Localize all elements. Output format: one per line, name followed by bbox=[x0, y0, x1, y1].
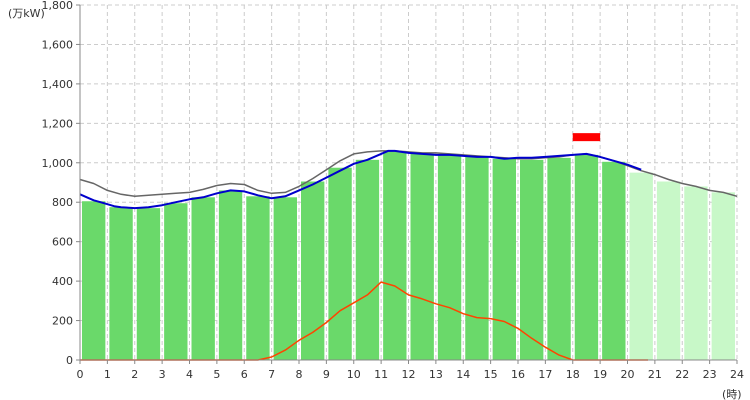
series-line-solar_output bbox=[80, 281, 648, 361]
x-tick-label: 17 bbox=[538, 368, 552, 381]
y-tick-label: 600 bbox=[52, 236, 73, 249]
hourly-bars bbox=[82, 150, 735, 360]
bar-hour-16 bbox=[520, 159, 544, 360]
bar-hour-9 bbox=[328, 167, 352, 360]
x-tick-label: 5 bbox=[213, 368, 220, 381]
bar-hour-11 bbox=[383, 150, 407, 360]
x-axis-unit-label: (時) bbox=[722, 388, 742, 400]
bar-hour-3 bbox=[164, 203, 188, 360]
y-tick-label: 800 bbox=[52, 196, 73, 209]
y-tick-label: 0 bbox=[66, 354, 73, 367]
bar-hour-0 bbox=[82, 201, 106, 360]
x-tick-label: 2 bbox=[131, 368, 138, 381]
x-tick-label: 24 bbox=[730, 368, 744, 381]
x-tick-label: 23 bbox=[703, 368, 717, 381]
y-axis-unit-label: (万kW) bbox=[8, 7, 45, 20]
bar-hour-14 bbox=[465, 156, 489, 360]
x-tick-label: 10 bbox=[347, 368, 361, 381]
bar-hour-22 bbox=[684, 186, 708, 360]
y-tick-label: 1,200 bbox=[42, 117, 74, 130]
series-lines bbox=[79, 133, 738, 361]
tick-labels: 0 200 400 600 800 1,000 1,200 1,400 1,600 1,800 0 1… bbox=[42, 0, 745, 381]
x-tick-label: 21 bbox=[648, 368, 662, 381]
x-tick-label: 16 bbox=[511, 368, 525, 381]
bar-hour-23 bbox=[711, 192, 735, 360]
x-tick-label: 3 bbox=[159, 368, 166, 381]
bar-hour-20 bbox=[629, 172, 653, 360]
bar-hour-15 bbox=[492, 158, 516, 360]
y-tick-label: 1,000 bbox=[42, 157, 74, 170]
x-tick-label: 11 bbox=[374, 368, 388, 381]
bar-hour-21 bbox=[656, 181, 681, 360]
axes bbox=[76, 4, 738, 364]
x-tick-label: 7 bbox=[268, 368, 275, 381]
x-tick-label: 15 bbox=[484, 368, 498, 381]
x-tick-label: 1 bbox=[104, 368, 111, 381]
bar-hour-2 bbox=[136, 208, 161, 360]
x-tick-label: 22 bbox=[675, 368, 689, 381]
bar-hour-4 bbox=[191, 197, 215, 360]
bar-hour-1 bbox=[109, 207, 133, 360]
x-tick-label: 4 bbox=[186, 368, 193, 381]
x-tick-label: 8 bbox=[296, 368, 303, 381]
bar-hour-12 bbox=[410, 153, 434, 360]
y-tick-label: 400 bbox=[52, 275, 73, 288]
bar-hour-10 bbox=[355, 159, 380, 360]
bar-hour-6 bbox=[246, 196, 270, 360]
x-tick-label: 13 bbox=[429, 368, 443, 381]
x-tick-label: 6 bbox=[241, 368, 248, 381]
x-tick-label: 20 bbox=[621, 368, 635, 381]
x-tick-label: 12 bbox=[402, 368, 416, 381]
bar-hour-5 bbox=[218, 190, 243, 360]
x-tick-label: 9 bbox=[323, 368, 330, 381]
y-tick-label: 1,600 bbox=[42, 38, 74, 51]
bar-hour-13 bbox=[437, 154, 462, 360]
x-tick-label: 18 bbox=[566, 368, 580, 381]
x-tick-label: 19 bbox=[593, 368, 607, 381]
series-line-actual_demand bbox=[79, 149, 642, 210]
bar-hour-18 bbox=[574, 154, 599, 360]
bar-hour-17 bbox=[547, 157, 571, 360]
bar-hour-19 bbox=[602, 161, 626, 360]
peak-marker bbox=[572, 133, 601, 142]
y-tick-label: 1,400 bbox=[42, 78, 74, 91]
bar-hour-7 bbox=[273, 197, 297, 360]
x-tick-label: 0 bbox=[77, 368, 84, 381]
grid-lines bbox=[80, 4, 738, 360]
bar-hour-8 bbox=[301, 181, 325, 360]
x-tick-label: 14 bbox=[456, 368, 470, 381]
y-tick-label: 1,800 bbox=[42, 0, 74, 12]
y-tick-label: 200 bbox=[52, 315, 73, 328]
